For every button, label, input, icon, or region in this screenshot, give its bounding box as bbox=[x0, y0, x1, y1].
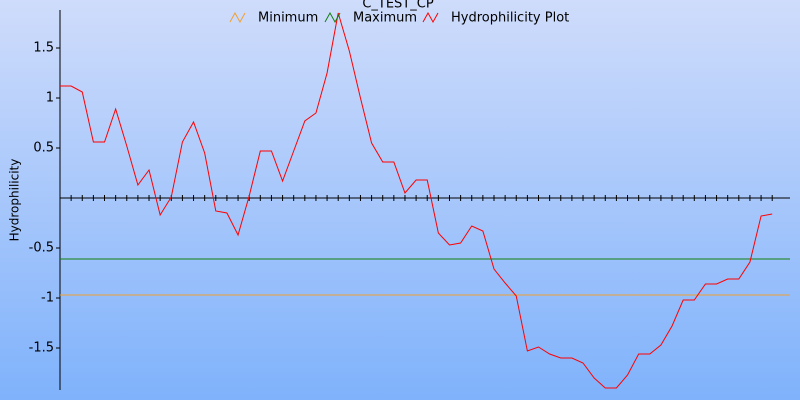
y-tick-label: -1.5 bbox=[29, 341, 54, 356]
y-tick-label: 1 bbox=[46, 91, 54, 106]
data-line bbox=[60, 12, 773, 389]
y-axis-label: Hydrophilicity bbox=[8, 159, 22, 242]
y-tick-label: 1.5 bbox=[33, 41, 54, 56]
y-tick-label: 0.5 bbox=[33, 141, 54, 156]
legend-swatch bbox=[324, 11, 341, 24]
chart-title: C_TEST_CP bbox=[362, 0, 434, 12]
legend-label: Maximum bbox=[353, 11, 417, 26]
legend-swatch bbox=[422, 11, 439, 24]
legend-swatch bbox=[229, 11, 246, 24]
y-tick-label: -0.5 bbox=[29, 241, 54, 256]
y-tick-label: -1 bbox=[41, 291, 54, 306]
legend-label: Hydrophilicity Plot bbox=[451, 11, 569, 26]
legend-label: Minimum bbox=[258, 11, 318, 26]
